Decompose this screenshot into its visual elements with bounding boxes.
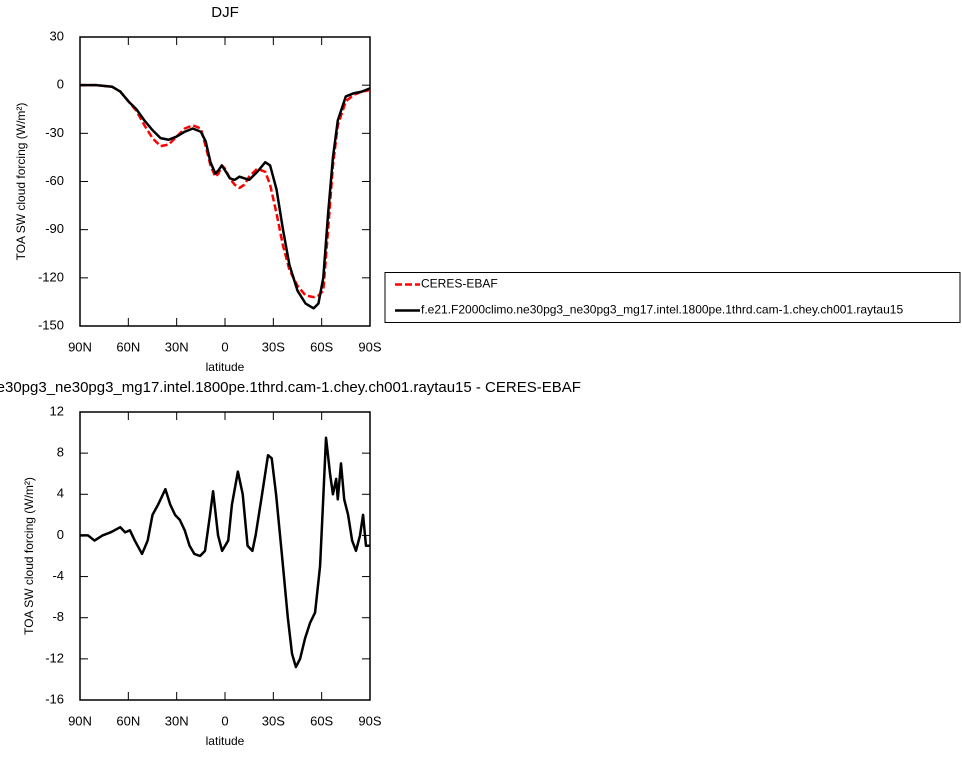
y-tick-label: 0 <box>57 77 64 92</box>
y-tick-label: 30 <box>50 28 64 43</box>
x-tick-label: 90N <box>68 339 92 354</box>
y-tick-label: -60 <box>45 173 64 188</box>
legend-label: CERES-EBAF <box>421 277 498 291</box>
y-axis-label: TOA SW cloud forcing (W/m²) <box>22 477 36 635</box>
y-axis-label: TOA SW cloud forcing (W/m²) <box>14 103 28 261</box>
y-tick-label: 12 <box>50 403 64 418</box>
x-axis-label: latitude <box>206 360 245 374</box>
plot-frame <box>79 36 371 327</box>
legend-box <box>384 272 961 323</box>
x-tick-label: 60N <box>116 713 140 728</box>
legend-label: f.e21.F2000climo.ne30pg3_ne30pg3_mg17.in… <box>421 303 903 317</box>
x-axis-label: latitude <box>206 734 245 748</box>
y-tick-label: 8 <box>57 445 64 460</box>
x-tick-label: 30S <box>262 713 285 728</box>
y-tick-label: 4 <box>57 486 64 501</box>
chart-title: f.e21.F2000climo.ne30pg3_ne30pg3_mg17.in… <box>0 379 581 396</box>
y-tick-label: -120 <box>38 269 64 284</box>
y-tick-label: -8 <box>52 609 64 624</box>
y-tick-label: -4 <box>52 568 64 583</box>
x-tick-label: 60N <box>116 339 140 354</box>
x-tick-label: 0 <box>221 339 228 354</box>
plot-frame <box>79 411 371 701</box>
x-tick-label: 0 <box>221 713 228 728</box>
chart-title: DJF <box>211 4 239 21</box>
data-line <box>80 436 370 669</box>
y-tick-label: -150 <box>38 317 64 332</box>
data-line <box>80 83 371 310</box>
y-tick-label: 0 <box>57 527 64 542</box>
x-tick-label: 30N <box>165 339 189 354</box>
x-tick-label: 60S <box>310 713 333 728</box>
y-tick-label: -12 <box>45 650 64 665</box>
x-tick-label: 30S <box>262 339 285 354</box>
x-tick-label: 90N <box>68 713 92 728</box>
y-tick-label: -90 <box>45 221 64 236</box>
data-line <box>80 83 371 299</box>
x-tick-label: 90S <box>358 339 381 354</box>
y-tick-label: -16 <box>45 691 64 706</box>
x-tick-label: 60S <box>310 339 333 354</box>
x-tick-label: 30N <box>165 713 189 728</box>
x-tick-label: 90S <box>358 713 381 728</box>
y-tick-label: -30 <box>45 125 64 140</box>
